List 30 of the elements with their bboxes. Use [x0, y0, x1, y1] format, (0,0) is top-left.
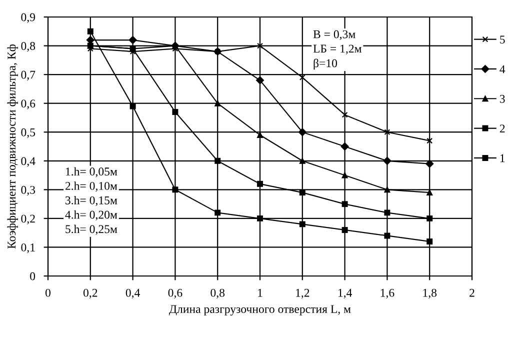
- legend-label: 2: [500, 124, 505, 132]
- y-tick-label: 0,4: [21, 157, 36, 167]
- x-tick-label: 0: [46, 288, 50, 297]
- legend-label: 3: [500, 94, 505, 103]
- x-tick-label: 1,2: [296, 288, 310, 299]
- y-tick-label: 0,6: [21, 100, 36, 110]
- x-tick-label: 1: [258, 288, 262, 297]
- x-tick-label: 2: [470, 288, 474, 297]
- x-tick-label: 1,4: [338, 288, 352, 299]
- legend-label: 4: [500, 65, 506, 74]
- y-tick-label: 0: [30, 272, 36, 280]
- x-tick-label: 0,4: [126, 288, 140, 299]
- x-axis-title: Длина разгрузочного отверстия L, м: [169, 305, 351, 316]
- x-tick-label: 1,6: [380, 288, 394, 299]
- legend-label: 5: [500, 36, 505, 44]
- x-tick-label: 0,6: [168, 288, 182, 299]
- y-tick-label: 0,8: [21, 42, 36, 52]
- y-tick-label: 0,1: [21, 243, 35, 254]
- legend-label: 1: [500, 154, 505, 162]
- x-tick-label: 0,2: [83, 288, 98, 299]
- y-tick-label: 0,2: [21, 214, 35, 224]
- annotation: B = 0,3м LБ = 1,2м β=10: [313, 30, 362, 70]
- y-tick-label: 0,9: [21, 13, 36, 23]
- y-tick-label: 0,5: [21, 128, 36, 138]
- y-tick-label: 0,7: [21, 70, 36, 80]
- y-tick-label: 0,3: [21, 186, 36, 196]
- x-tick-label: 0,8: [210, 288, 225, 299]
- annotation: 1.h= 0,05м 2.h= 0,10м 3.h= 0,15м 4.h= 0,20м 5.h= 0,25м: [65, 167, 118, 235]
- x-tick-label: 1,8: [423, 288, 437, 299]
- y-axis-title: Коэффициент подвижности фильтра, Кф: [7, 44, 18, 249]
